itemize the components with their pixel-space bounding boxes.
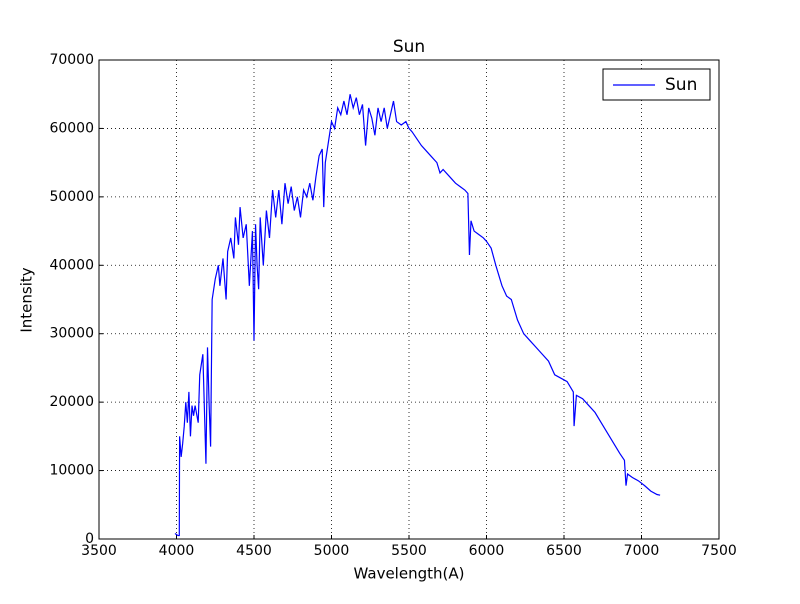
- y-tick-label: 20000: [49, 394, 94, 410]
- x-tick-label: 5000: [314, 543, 350, 559]
- plot-frame: [98, 59, 720, 540]
- y-tick-label: 50000: [49, 189, 94, 205]
- data-line: [174, 94, 661, 537]
- chart-title: Sun: [393, 37, 425, 57]
- x-tick-label: 5500: [391, 543, 427, 559]
- x-tick-label: 7500: [701, 543, 737, 559]
- x-tick-label: 4000: [159, 543, 195, 559]
- x-tick-label: 7000: [624, 543, 660, 559]
- y-tick-label: 30000: [49, 326, 94, 342]
- y-tick-label: 10000: [49, 463, 94, 479]
- y-tick-label: 70000: [49, 52, 94, 68]
- legend-label: Sun: [665, 75, 697, 95]
- x-tick-label: 6500: [546, 543, 582, 559]
- y-axis-label: Intensity: [18, 267, 36, 332]
- y-tick-label: 0: [85, 531, 94, 547]
- x-axis-label: Wavelength(A): [354, 565, 465, 583]
- y-tick-label: 40000: [49, 257, 94, 273]
- x-tick-label: 3500: [81, 543, 117, 559]
- y-tick-label: 60000: [49, 120, 94, 136]
- x-tick-label: 4500: [236, 543, 272, 559]
- x-tick-label: 6000: [469, 543, 505, 559]
